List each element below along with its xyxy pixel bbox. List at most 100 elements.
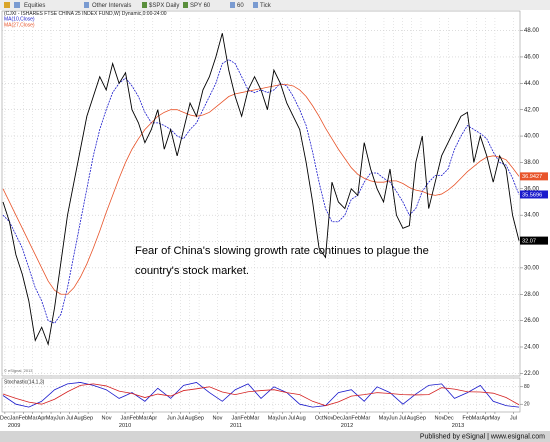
x-tick-label: Nov — [434, 415, 444, 421]
y-tick-label: 44.00 — [524, 81, 540, 87]
y-tick-label: 26.00 — [524, 318, 540, 324]
toolbar-item[interactable]: Other Intervals — [92, 3, 131, 9]
x-tick-label: Mar — [472, 415, 482, 421]
toolbar-item[interactable]: 60 — [237, 3, 244, 9]
legend-entry: MA(10,Close) — [4, 16, 35, 22]
x-year-label: 2013 — [452, 423, 464, 429]
toolbar-icon — [4, 2, 10, 8]
y-tick-label: 34.00 — [524, 213, 540, 219]
legend-entry: MA(27,Close) — [4, 22, 35, 28]
x-year-label: 2009 — [8, 423, 20, 429]
x-year-label: 2011 — [230, 423, 242, 429]
toolbar-icon — [14, 2, 20, 8]
x-year-label: 2010 — [119, 423, 131, 429]
stochastic-panel — [1, 377, 521, 413]
x-tick-label: Jul — [66, 415, 73, 421]
x-tick-label: Jun — [167, 415, 176, 421]
series-line — [2, 84, 520, 295]
toolbar-item[interactable]: SPY 60 — [190, 3, 211, 9]
x-tick-label: Apr — [481, 415, 490, 421]
x-tick-label: Jan — [232, 415, 241, 421]
x-tick-label: Nov — [213, 415, 223, 421]
toolbar-icon — [183, 2, 188, 8]
y-tick-label: 48.00 — [524, 28, 540, 34]
x-tick-label: Jun — [56, 415, 65, 421]
x-tick-label: Dec — [444, 415, 454, 421]
x-tick-label: Mar — [361, 415, 371, 421]
x-year-label: 2012 — [341, 423, 353, 429]
chart-title: (CJXI - ISHARES FTSE CHINA 25 INDEX FUND… — [4, 11, 167, 17]
annotation: country's stock market. — [135, 265, 249, 277]
x-tick-label: Nov — [102, 415, 112, 421]
x-tick-label: Oct — [315, 415, 324, 421]
y-tick-label: 80 — [524, 384, 530, 390]
x-tick-label: Mar — [139, 415, 149, 421]
x-tick-label: Apr — [148, 415, 157, 421]
y-tick-label: 46.00 — [524, 55, 540, 61]
x-tick-label: Jul — [177, 415, 184, 421]
y-tick-label: 38.00 — [524, 160, 540, 166]
toolbar-icon — [142, 2, 147, 8]
x-tick-label: May — [46, 415, 57, 421]
x-tick-label: Feb — [351, 415, 361, 421]
x-tick-label: May — [268, 415, 279, 421]
toolbar-icon — [253, 2, 258, 8]
x-tick-label: Aug — [74, 415, 84, 421]
x-tick-label: Jul — [288, 415, 295, 421]
x-tick-label: Feb — [129, 415, 139, 421]
x-tick-label: Sep — [194, 415, 204, 421]
x-tick-label: Aug — [185, 415, 195, 421]
copyright: © eSignal, 2013 — [4, 368, 33, 373]
y-tick-label: 40.00 — [524, 134, 540, 140]
last-value-label: 35.5696 — [522, 192, 542, 198]
y-tick-label: 30.00 — [524, 265, 540, 271]
toolbar — [0, 0, 550, 10]
last-value-label: 36.9427 — [522, 174, 542, 180]
x-tick-label: Jan — [10, 415, 19, 421]
x-tick-label: Feb — [462, 415, 472, 421]
x-tick-label: Jan — [121, 415, 130, 421]
toolbar-item[interactable]: Tick — [260, 3, 272, 9]
toolbar-icon — [230, 2, 235, 8]
x-tick-label: Sep — [416, 415, 426, 421]
x-tick-label: Sep — [83, 415, 93, 421]
y-tick-label: 20 — [524, 402, 530, 408]
y-tick-label: 42.00 — [524, 107, 540, 113]
x-tick-label: Dec — [333, 415, 343, 421]
x-tick-label: Apr — [37, 415, 46, 421]
x-tick-label: Jun — [389, 415, 398, 421]
toolbar-item[interactable]: $SPX Daily — [149, 3, 179, 9]
x-tick-label: Nov — [323, 415, 333, 421]
x-tick-label: May — [490, 415, 501, 421]
last-value-tag — [520, 190, 548, 199]
series-line — [2, 383, 520, 407]
x-tick-label: Dec — [0, 415, 10, 421]
toolbar-icon — [84, 2, 89, 8]
x-tick-label: Feb — [18, 415, 28, 421]
series-line — [2, 59, 520, 324]
y-tick-label: 22.00 — [524, 371, 540, 377]
x-tick-label: Aug — [296, 415, 306, 421]
last-value-tag — [520, 236, 548, 245]
toolbar-item[interactable]: Equities — [24, 3, 45, 9]
x-tick-label: Feb — [240, 415, 250, 421]
footer: Published by eSignal | www.esignal.com — [420, 433, 545, 440]
x-tick-label: Jul — [510, 415, 517, 421]
x-tick-label: Aug — [407, 415, 417, 421]
last-value-label: 32.07 — [522, 238, 536, 244]
y-tick-label: 28.00 — [524, 292, 540, 298]
x-tick-label: May — [379, 415, 390, 421]
annotation: Fear of China's slowing growth rate cont… — [135, 245, 429, 257]
stochastic-title: Stochastic(14,1,3) — [4, 379, 45, 385]
x-tick-label: Jan — [342, 415, 351, 421]
x-tick-label: Jun — [278, 415, 287, 421]
y-tick-label: 24.00 — [524, 345, 540, 351]
series-line — [2, 33, 520, 347]
y-tick-label: 36.00 — [524, 186, 540, 192]
x-tick-label: Jul — [399, 415, 406, 421]
x-tick-label: Mar — [28, 415, 38, 421]
last-value-tag — [520, 172, 548, 181]
